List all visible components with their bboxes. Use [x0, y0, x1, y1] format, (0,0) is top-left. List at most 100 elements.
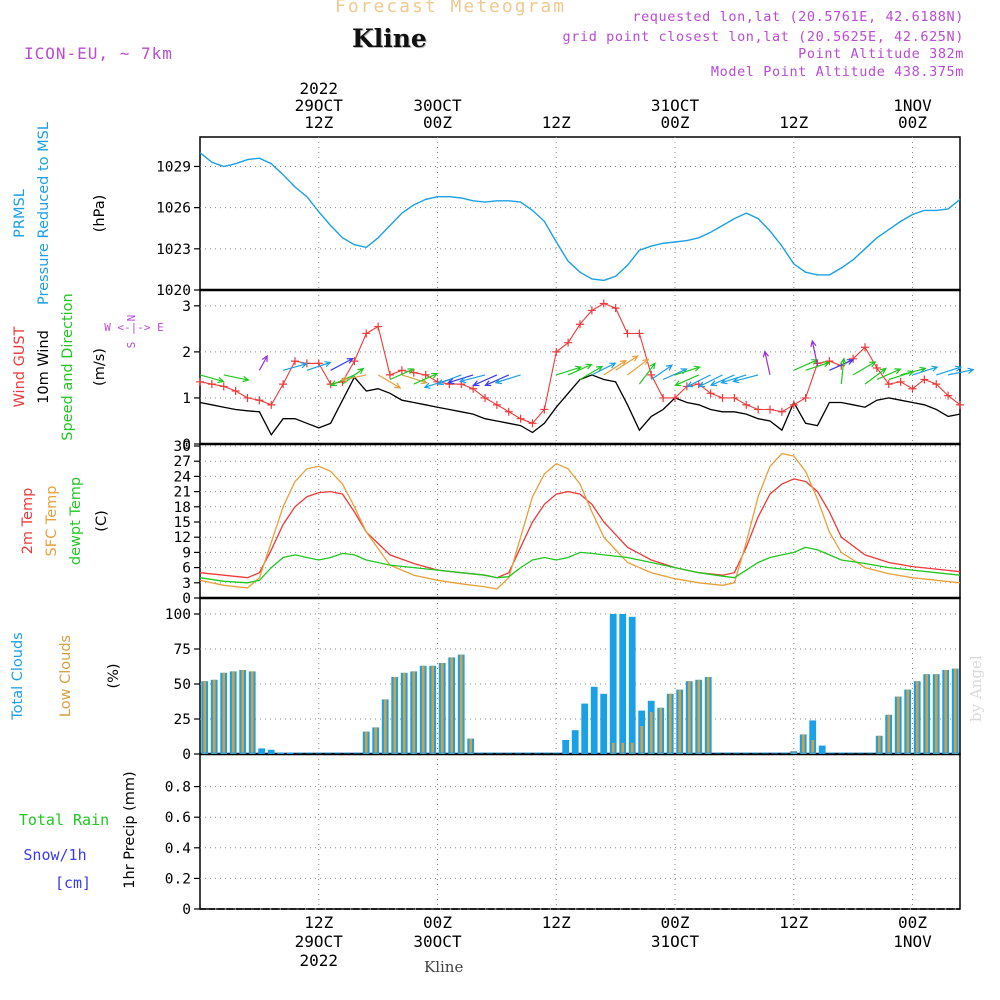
wind-gust-marker	[267, 400, 276, 409]
wind-gust-marker	[659, 393, 668, 402]
wind-direction-arrow	[567, 363, 593, 376]
low-clouds-bar	[915, 681, 919, 754]
wind-direction-arrow	[732, 374, 759, 384]
wind-gust-marker	[540, 405, 549, 414]
wind-direction-arrow	[912, 365, 939, 376]
wind-direction-arrow	[591, 362, 617, 376]
top-time-label: 31OCT	[651, 96, 700, 115]
temp-2m-line	[199, 478, 961, 579]
panel-label: (m/s)	[92, 348, 108, 386]
wind-direction-arrow	[876, 368, 902, 381]
wind-gust-marker	[564, 338, 573, 347]
low-clouds-bar	[459, 654, 463, 754]
low-clouds-bar	[364, 731, 368, 754]
wind-direction-arrow	[638, 362, 656, 385]
model-point-altitude: Model Point Altitude 438.375m	[710, 64, 964, 80]
wind-direction-arrow	[947, 367, 975, 376]
bottom-time-label: 29OCT	[295, 932, 344, 951]
wind-gust-marker	[671, 393, 679, 402]
top-time-label: 12Z	[304, 113, 333, 132]
low-clouds-bar	[687, 681, 691, 754]
wind-gust-marker	[374, 322, 383, 331]
bottom-time-label: 12Z	[779, 913, 808, 932]
low-clouds-bar	[925, 674, 929, 754]
low-clouds-bar	[896, 696, 900, 754]
total-clouds-bar	[619, 614, 627, 754]
wind-gust-marker	[386, 370, 394, 379]
y-tick-label: 24	[174, 469, 192, 485]
wind-gust-marker	[884, 380, 893, 389]
wind-direction-arrow	[685, 374, 711, 388]
panel-label: (C)	[94, 510, 110, 531]
wind-direction-arrow	[852, 361, 877, 376]
wind-gust-marker	[504, 407, 513, 416]
wind-direction-arrow	[340, 374, 367, 383]
wind-gust-marker	[718, 393, 727, 402]
y-tick-label: 3	[182, 576, 191, 592]
station-name: Kline	[352, 24, 427, 53]
wind-gust-marker	[207, 380, 216, 389]
low-clouds-bar	[659, 707, 663, 754]
footer-station-name: Kline	[424, 958, 464, 976]
y-tick-label: 15	[174, 515, 191, 531]
model-label: ICON-EU, ~ 7km	[24, 44, 173, 63]
y-tick-label: 0	[182, 437, 191, 453]
low-clouds-bar	[450, 657, 454, 754]
y-tick-label: 21	[174, 485, 191, 501]
wind-gust-marker	[766, 405, 774, 414]
low-clouds-bar	[906, 689, 910, 754]
wind-direction-arrow	[720, 374, 747, 385]
wind-direction-arrow	[458, 374, 486, 384]
panel-label: SFC Temp	[44, 486, 60, 557]
precip-rain-label: Total Rain	[19, 811, 109, 829]
wind-gust-marker	[706, 389, 715, 398]
wind-gust-marker	[291, 357, 299, 366]
wind-gust-marker	[801, 393, 810, 402]
low-clouds-bar	[393, 677, 397, 754]
wind-direction-arrow	[447, 374, 474, 385]
total-clouds-bar	[267, 749, 275, 754]
compass-west-east: W <-|-> E	[104, 321, 164, 334]
low-clouds-bar	[383, 699, 387, 754]
wind-gust-marker	[587, 306, 596, 315]
low-clouds-bar	[877, 735, 881, 754]
wind-gust-marker	[872, 364, 881, 372]
y-tick-label: 3	[182, 299, 191, 315]
wind-gust-marker	[754, 405, 763, 414]
y-tick-label: 0.6	[165, 810, 191, 826]
wind-gust-marker	[789, 400, 798, 409]
total-clouds-bar	[258, 748, 266, 754]
panel-label: Low Clouds	[58, 635, 74, 717]
panel-frame-clouds	[199, 597, 961, 755]
wind-direction-arrow	[650, 364, 674, 380]
wind-direction-arrow	[436, 374, 462, 386]
wind-gust-marker	[397, 366, 406, 375]
y-tick-label: 1026	[156, 201, 191, 217]
low-clouds-bar	[231, 671, 235, 754]
temp-sfc-line	[199, 452, 961, 590]
y-tick-label: 1029	[156, 159, 191, 175]
y-tick-label: 1020	[156, 283, 191, 299]
pressure-line	[199, 152, 961, 282]
wind-gust-marker	[861, 343, 869, 352]
low-clouds-bar	[801, 734, 805, 754]
wind-gust-marker	[623, 329, 632, 338]
wind-direction-arrow	[840, 357, 847, 385]
total-clouds-bar	[809, 720, 817, 754]
low-clouds-bar	[621, 742, 625, 754]
wind-gust-marker	[777, 407, 786, 416]
grid-point-coordinates: grid point closest lon,lat (20.5625E, 42…	[562, 29, 964, 45]
wind-direction-arrow	[472, 374, 498, 387]
wind-direction-arrow	[258, 354, 268, 371]
panel-label: Pressure Reduced to MSL	[36, 122, 52, 305]
y-tick-label: 27	[174, 454, 191, 470]
low-clouds-bar	[440, 663, 444, 754]
wind-direction-arrow	[413, 372, 439, 385]
panel-label: (hPa)	[92, 195, 108, 232]
total-clouds-bar	[581, 703, 589, 754]
wind-direction-arrow	[579, 365, 604, 381]
wind-speed-line	[199, 374, 961, 437]
low-clouds-bar	[212, 679, 216, 754]
wind-gust-marker	[932, 380, 941, 389]
wind-gust-marker	[849, 354, 858, 363]
